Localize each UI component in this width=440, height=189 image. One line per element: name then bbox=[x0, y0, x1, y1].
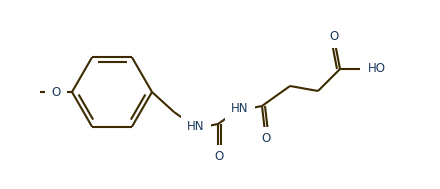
Text: HN: HN bbox=[187, 121, 205, 133]
Text: HN: HN bbox=[231, 102, 249, 115]
Text: O: O bbox=[51, 85, 61, 98]
Text: O: O bbox=[214, 150, 224, 163]
Text: O: O bbox=[261, 132, 271, 146]
Text: O: O bbox=[330, 29, 339, 43]
Text: HO: HO bbox=[368, 63, 386, 75]
